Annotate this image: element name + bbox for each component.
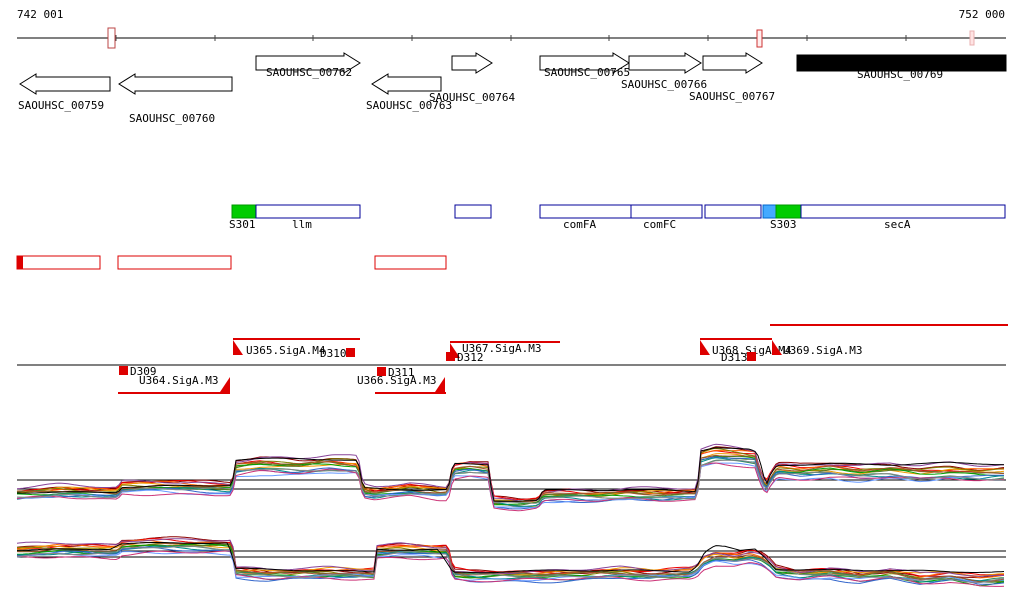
gene-arrow[interactable] <box>451 52 493 74</box>
signal-trace <box>16 538 1005 578</box>
transcript-box[interactable] <box>16 255 101 270</box>
feature-box[interactable] <box>775 204 802 219</box>
tss-feature-label: D309 <box>130 365 157 378</box>
signal-trace <box>17 453 1005 503</box>
transcript-box[interactable] <box>374 255 447 270</box>
feature-box-label: llm <box>292 218 312 231</box>
signal-trace <box>16 450 1005 501</box>
gene-arrow[interactable] <box>702 52 763 74</box>
ruler-end-label: 752 000 <box>959 8 1005 21</box>
gene-arrow[interactable] <box>628 52 702 74</box>
feature-box-label: secA <box>884 218 911 231</box>
signal-trace <box>16 459 1005 504</box>
tss-feature-label: D313 <box>721 351 748 364</box>
gene-label: SAOUHSC_00769 <box>857 68 943 81</box>
gene-arrow[interactable] <box>19 73 111 95</box>
tss-feature-label: U365.SigA.M4 <box>246 344 326 357</box>
transcript-box[interactable] <box>117 255 232 270</box>
signal-trace <box>16 550 1005 587</box>
transcript-box-cap <box>17 256 23 269</box>
signal-trace-max <box>16 542 1005 574</box>
signal-trace <box>16 545 1005 583</box>
tss-flag[interactable] <box>435 377 445 392</box>
tss-feature-label: U369.SigA.M3 <box>783 344 862 357</box>
tss-feature-label: U366.SigA.M3 <box>357 374 436 387</box>
ruler-marker[interactable] <box>107 27 116 49</box>
feature-box[interactable] <box>630 204 703 219</box>
tss-feature-label: U364.SigA.M3 <box>139 374 218 387</box>
tss-feature-label: D310 <box>320 347 347 360</box>
signal-trace <box>16 545 1005 584</box>
gene-label: SAOUHSC_00762 <box>266 66 352 79</box>
feature-box-label: S303 <box>770 218 797 231</box>
gene-arrow[interactable] <box>118 73 233 95</box>
gene-label: SAOUHSC_00766 <box>621 78 707 91</box>
tss-flag[interactable] <box>233 340 243 355</box>
feature-box-label: comFC <box>643 218 676 231</box>
gene-feature[interactable] <box>796 54 1007 72</box>
gene-arrow[interactable] <box>539 52 630 74</box>
gene-label: SAOUHSC_00763 <box>366 99 452 112</box>
feature-box[interactable] <box>231 204 257 219</box>
signal-trace-max <box>17 447 1005 502</box>
signal-trace <box>16 446 1005 500</box>
gene-label: SAOUHSC_00767 <box>689 90 775 103</box>
ruler-start-label: 742 001 <box>17 8 63 21</box>
gene-label: SAOUHSC_00760 <box>129 112 215 125</box>
feature-box[interactable] <box>704 204 762 219</box>
signal-trace <box>16 462 1005 512</box>
feature-box[interactable] <box>762 204 777 219</box>
terminator-square[interactable] <box>119 366 128 375</box>
gene-label: SAOUHSC_00765 <box>544 66 630 79</box>
tss-feature-label: U368.SigA.M4 <box>712 344 792 357</box>
feature-box[interactable] <box>255 204 361 219</box>
gene-arrow[interactable] <box>371 73 442 95</box>
tss-flag[interactable] <box>772 340 782 355</box>
gene-arrow[interactable] <box>255 52 361 74</box>
feature-box-label: S301 <box>229 218 256 231</box>
feature-box[interactable] <box>800 204 1006 219</box>
feature-box[interactable] <box>454 204 492 219</box>
terminator-square[interactable] <box>446 352 455 361</box>
tss-feature-label: U367.SigA.M3 <box>462 342 541 355</box>
terminator-square[interactable] <box>747 352 756 361</box>
gene-label: SAOUHSC_00759 <box>18 99 104 112</box>
feature-box[interactable] <box>539 204 632 219</box>
signal-trace <box>17 546 1005 585</box>
terminator-square[interactable] <box>377 367 386 376</box>
ruler-marker[interactable] <box>756 29 763 48</box>
terminator-square[interactable] <box>346 348 355 357</box>
gene-label: SAOUHSC_00764 <box>429 91 515 104</box>
tss-feature-label: D311 <box>388 366 415 379</box>
signal-trace <box>16 551 1005 583</box>
tss-feature-label: D312 <box>457 351 484 364</box>
tss-flag[interactable] <box>220 377 230 392</box>
ruler-marker[interactable] <box>969 30 975 46</box>
feature-box-label: comFA <box>563 218 596 231</box>
signal-trace <box>16 443 1005 502</box>
tss-flag[interactable] <box>700 340 710 355</box>
